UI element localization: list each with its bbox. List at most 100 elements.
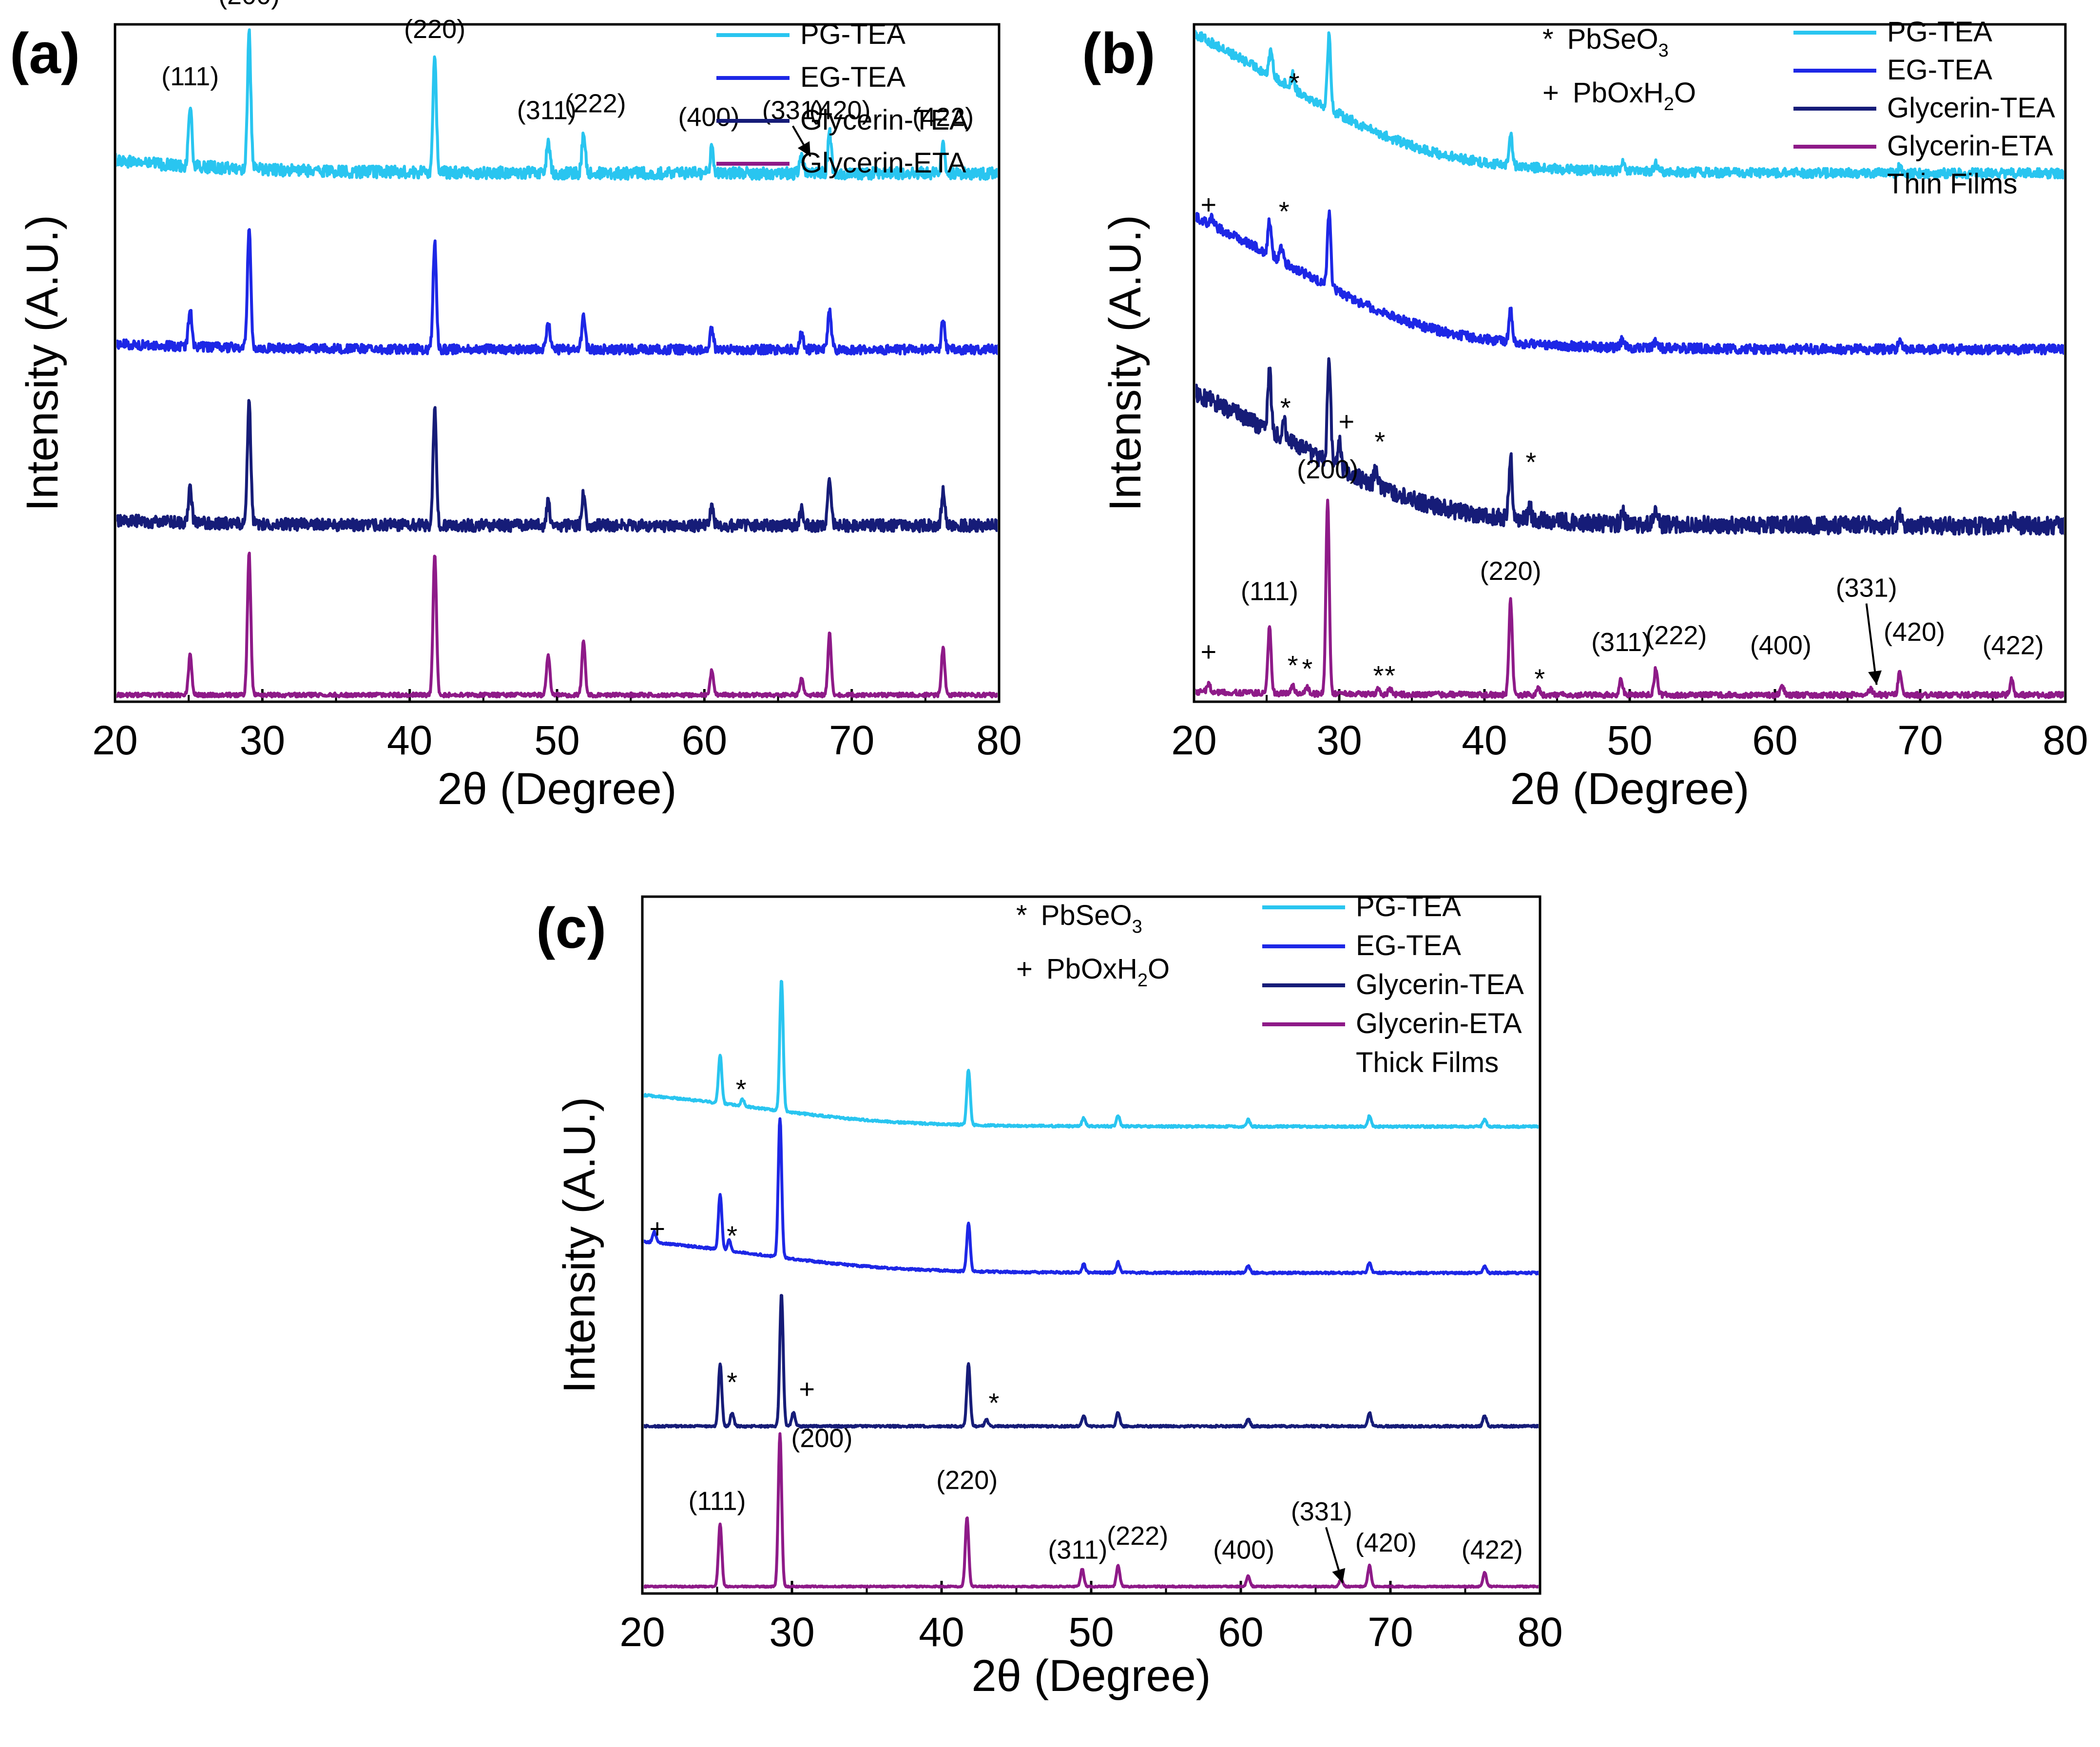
phase-legend-entry: + PbOxH2O: [1542, 77, 1696, 115]
legend-entry: PG-TEA: [800, 19, 906, 50]
x-tick-label: 50: [1068, 1609, 1114, 1655]
peak-label: (222): [1645, 621, 1707, 650]
x-tick-label: 80: [1517, 1609, 1562, 1655]
phase-marker: *: [1280, 392, 1291, 423]
phase-symbol: +: [1542, 77, 1559, 109]
x-tick-label: 60: [1752, 717, 1797, 763]
phase-marker: +: [1339, 406, 1355, 437]
x-tick-label: 60: [1218, 1609, 1263, 1655]
peak-label: (422): [912, 103, 974, 132]
x-tick-label: 70: [1897, 717, 1943, 763]
phase-marker: +: [799, 1374, 815, 1404]
phase-marker: +: [1200, 189, 1216, 220]
legend-entry: Glycerin-TEA: [800, 104, 968, 136]
legend-entry: Glycerin-TEA: [1887, 92, 2055, 124]
x-axis-title: 2θ (Degree): [1510, 764, 1750, 814]
annotation-arrow: [1865, 603, 1878, 685]
series-line-eg-tea: [644, 1117, 1539, 1276]
peak-label: (311): [1591, 628, 1651, 657]
peak-label: (331): [1291, 1497, 1352, 1526]
panel-label: (b): [1082, 21, 1156, 86]
phase-formula: PbOxH: [1046, 953, 1137, 985]
panel-label: (a): [10, 21, 80, 86]
peak-label: (420): [1355, 1528, 1417, 1557]
peak-label: (200): [791, 1424, 852, 1453]
x-tick-label: 40: [1462, 717, 1507, 763]
legend: PG-TEA EG-TEA Glycerin-TEA Glycerin-ETA: [716, 19, 968, 179]
phase-legend-entry: + PbOxH2O: [1016, 953, 1170, 991]
peak-label: (111): [161, 62, 219, 91]
phase-marker: *: [727, 1366, 737, 1397]
phase-formula: PbSeO: [1567, 23, 1658, 55]
panel-c: 20 30 40 50 60 70 80 2θ (Degree) Intensity (A.U.…: [536, 891, 1563, 1701]
peak-label: (311): [1048, 1536, 1107, 1565]
phase-marker: *: [1279, 196, 1290, 227]
peak-label: (220): [404, 15, 465, 44]
phase-formula-tail: O: [1674, 77, 1696, 109]
arrow-head: [797, 141, 811, 157]
peak-label: (220): [936, 1466, 998, 1495]
legend-entry: PG-TEA: [1887, 16, 1992, 48]
peak-label: (400): [1750, 631, 1811, 660]
panel-a: 20 30 40 50 60 70 80 2θ (Degree) Intensity (A.U.…: [10, 0, 1022, 814]
x-tick-label: 20: [1171, 717, 1216, 763]
series-line-eg-tea: [116, 228, 998, 356]
legend-entry: Glycerin-ETA: [1887, 130, 2053, 162]
series-line-glycerin-tea: [644, 1294, 1539, 1429]
arrow-head: [1332, 1568, 1346, 1583]
series-line-pg-tea: [116, 28, 998, 181]
peak-label: (222): [1107, 1521, 1168, 1551]
peak-label: (422): [1462, 1536, 1523, 1565]
phase-subscript: 2: [1664, 94, 1674, 115]
peak-label: (420): [809, 96, 870, 125]
x-tick-label: 20: [92, 717, 137, 763]
y-axis-title: Intensity (A.U.): [18, 215, 67, 511]
series-line-glycerin-tea: [116, 399, 998, 534]
phase-subscript: 2: [1137, 970, 1148, 991]
x-tick-label: 80: [976, 717, 1021, 763]
peak-label: (222): [565, 89, 626, 118]
phase-marker: *: [1302, 653, 1313, 684]
phase-subscript: 3: [1658, 40, 1669, 61]
series-line-pg-tea: [1195, 30, 2064, 180]
legend-note: Thick Films: [1356, 1047, 1499, 1078]
series-line-glycerin-tea: [1195, 357, 2064, 536]
series-line-pg-tea: [644, 979, 1539, 1129]
phase-legend-entry: * PbSeO3: [1016, 900, 1142, 937]
phase-marker: +: [649, 1213, 665, 1244]
phase-formula: PbSeO: [1041, 900, 1132, 931]
phase-marker: *: [1525, 446, 1536, 477]
phase-marker: +: [1200, 636, 1216, 667]
x-tick-label: 80: [2042, 717, 2088, 763]
legend-entry: PG-TEA: [1356, 891, 1461, 922]
legend-entry: EG-TEA: [1887, 54, 1992, 86]
peak-label: (200): [1297, 455, 1358, 484]
arrow-head: [1868, 670, 1882, 685]
phase-legend-entry: * PbSeO3: [1542, 23, 1669, 61]
x-tick-label: 50: [1607, 717, 1652, 763]
series-line-glycerin-eta: [644, 1432, 1539, 1589]
phase-marker: *: [736, 1074, 747, 1105]
x-tick-label: 30: [240, 717, 285, 763]
phase-marker: *: [1288, 650, 1298, 680]
peak-label: (200): [218, 0, 280, 10]
legend-entry: Glycerin-ETA: [800, 147, 966, 179]
phase-marker: *: [1289, 67, 1300, 98]
legend-entry: Glycerin-ETA: [1356, 1008, 1522, 1039]
phase-marker: *: [1375, 426, 1386, 457]
phase-marker: *: [1534, 663, 1545, 694]
x-tick-label: 60: [682, 717, 727, 763]
legend-entry: Glycerin-TEA: [1356, 969, 1524, 1000]
phase-symbol: *: [1016, 900, 1027, 931]
x-axis-title: 2θ (Degree): [438, 764, 677, 814]
x-tick-label: 50: [534, 717, 579, 763]
peak-label: (400): [1213, 1536, 1274, 1565]
x-tick-label: 20: [619, 1609, 665, 1655]
peak-label: (422): [1983, 631, 2044, 660]
x-axis-title: 2θ (Degree): [972, 1651, 1211, 1701]
peak-label: (220): [1480, 557, 1541, 586]
peak-label: (400): [678, 103, 739, 132]
x-tick-label: 70: [829, 717, 874, 763]
peak-label: (331): [1836, 574, 1897, 603]
